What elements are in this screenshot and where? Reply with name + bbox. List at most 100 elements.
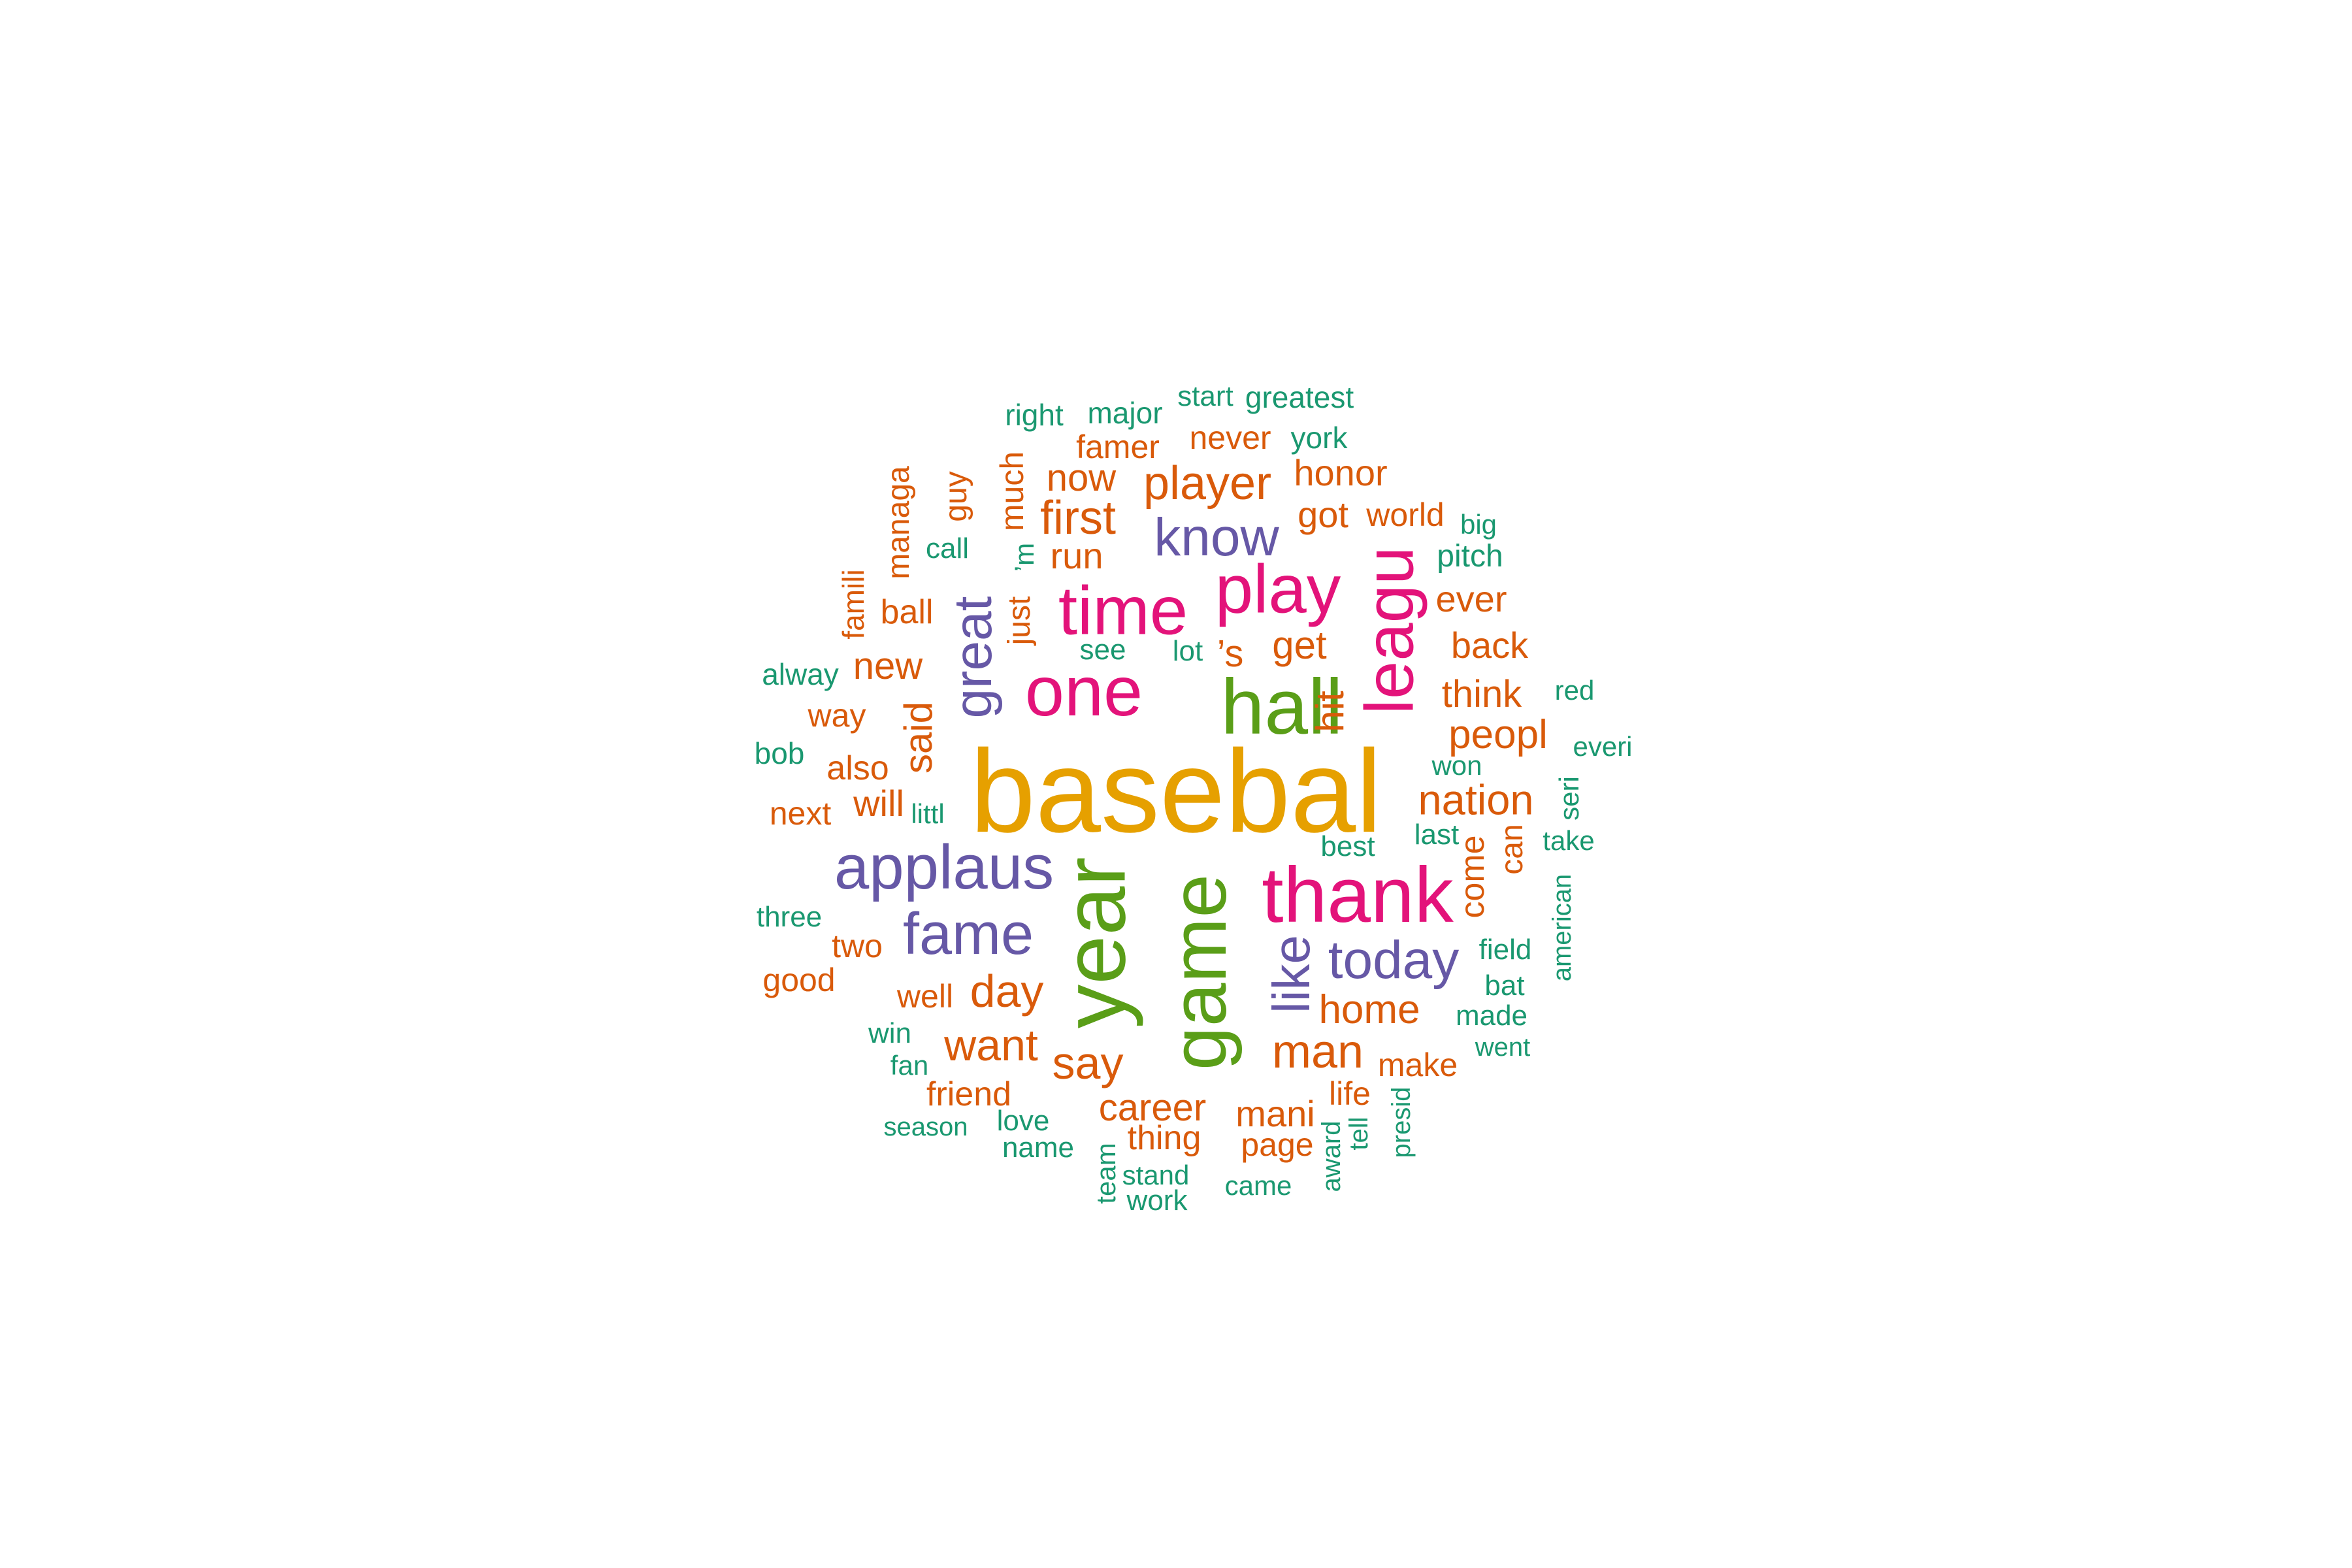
word-78: littl — [911, 798, 945, 829]
word-19: day — [970, 966, 1044, 1017]
word-17: nation — [1418, 776, 1534, 824]
word-61: right — [1005, 398, 1064, 432]
word-42: never — [1189, 419, 1271, 456]
word-54: two — [832, 928, 883, 964]
word-35: got — [1298, 494, 1348, 535]
word-37: back — [1450, 625, 1529, 666]
word-27: think — [1441, 673, 1522, 715]
word-47: make — [1377, 1047, 1458, 1083]
word-72: alway — [762, 657, 839, 691]
word-71: lot — [1172, 635, 1203, 667]
word-44: world — [1366, 497, 1445, 533]
word-53: next — [769, 795, 832, 832]
word-60: famili — [836, 569, 870, 640]
word-48: life — [1329, 1075, 1371, 1112]
word-86: made — [1455, 1000, 1528, 1032]
word-63: start — [1177, 380, 1233, 412]
word-57: ball — [880, 593, 934, 631]
word-4: thank — [1262, 851, 1454, 939]
word-28: get — [1272, 623, 1327, 667]
word-83: three — [756, 901, 823, 933]
word-76: won — [1431, 750, 1482, 781]
word-97: award — [1317, 1120, 1346, 1192]
word-93: team — [1090, 1143, 1121, 1204]
word-79: last — [1414, 819, 1460, 851]
word-59: guy — [939, 471, 973, 522]
word-38: come — [1454, 835, 1492, 919]
word-92: name — [1002, 1132, 1075, 1164]
word-82: american — [1548, 874, 1576, 982]
word-41: much — [994, 451, 1030, 532]
word-39: will — [853, 783, 904, 824]
word-98: tell — [1345, 1117, 1373, 1151]
word-15: player — [1143, 457, 1272, 510]
word-62: major — [1087, 396, 1163, 430]
word-49: page — [1241, 1126, 1314, 1163]
word-84: field — [1478, 934, 1532, 966]
word-2: game — [1155, 874, 1243, 1071]
word-10: fame — [902, 902, 1034, 967]
word-95: work — [1126, 1184, 1188, 1217]
word-52: way — [808, 697, 866, 734]
word-13: today — [1328, 930, 1460, 990]
word-43: famer — [1076, 429, 1160, 465]
word-21: home — [1318, 987, 1420, 1032]
word-74: everi — [1573, 731, 1633, 762]
word-16: first — [1040, 492, 1116, 544]
word-64: greatest — [1245, 380, 1354, 414]
word-73: red — [1554, 675, 1595, 706]
word-31: ’s — [1217, 632, 1244, 675]
word-65: york — [1290, 421, 1348, 455]
word-69: ’m — [1009, 542, 1039, 572]
word-26: career — [1098, 1086, 1207, 1129]
word-8: leagu — [1351, 546, 1428, 715]
word-87: win — [868, 1017, 912, 1049]
word-34: honor — [1294, 452, 1388, 493]
word-18: man — [1271, 1026, 1364, 1078]
word-45: thing — [1127, 1119, 1201, 1157]
word-96: came — [1224, 1170, 1292, 1201]
word-7: play — [1215, 551, 1341, 628]
word-12: know — [1154, 508, 1279, 567]
word-46: friend — [926, 1075, 1012, 1113]
word-67: pitch — [1437, 539, 1503, 574]
word-30: mani — [1235, 1093, 1315, 1134]
word-51: can — [1495, 824, 1529, 875]
word-22: peopl — [1448, 712, 1548, 757]
word-58: managa — [881, 466, 916, 580]
word-33: run — [1050, 535, 1103, 576]
word-40: also — [826, 749, 889, 787]
word-81: best — [1320, 830, 1375, 862]
word-5: one — [1024, 651, 1143, 730]
word-11: great — [943, 596, 1003, 719]
word-23: say — [1052, 1037, 1124, 1088]
word-94: stand — [1122, 1160, 1190, 1190]
word-6: time — [1058, 572, 1188, 649]
word-25: hit — [1308, 691, 1352, 732]
word-68: call — [925, 532, 970, 564]
word-89: fan — [890, 1050, 929, 1081]
word-56: well — [896, 978, 954, 1015]
word-50: just — [1002, 596, 1037, 645]
word-75: bob — [754, 736, 805, 770]
word-32: now — [1046, 457, 1117, 499]
word-36: ever — [1435, 578, 1507, 619]
word-99: presid — [1387, 1086, 1416, 1158]
word-91: love — [996, 1105, 1050, 1137]
word-1: year — [1045, 857, 1144, 1029]
word-24: said — [896, 701, 940, 774]
word-90: season — [883, 1113, 968, 1141]
word-9: applaus — [834, 832, 1054, 902]
word-55: good — [762, 962, 836, 998]
word-88: went — [1475, 1033, 1531, 1062]
word-70: see — [1079, 634, 1126, 666]
word-66: big — [1460, 509, 1497, 540]
word-80: take — [1543, 825, 1595, 856]
word-77: seri — [1554, 776, 1584, 821]
word-0: basebal — [970, 726, 1382, 857]
word-29: new — [853, 645, 923, 687]
word-3: hall — [1220, 663, 1343, 751]
word-20: want — [944, 1021, 1038, 1070]
word-14: like — [1262, 934, 1320, 1014]
